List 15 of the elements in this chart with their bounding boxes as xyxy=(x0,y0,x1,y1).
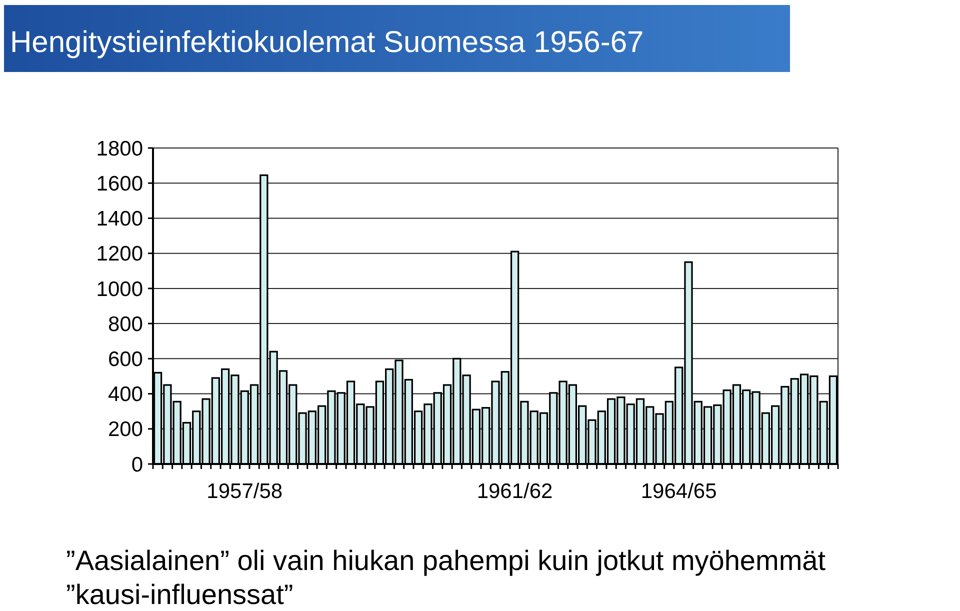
y-tick-label: 1800 xyxy=(96,137,143,160)
y-tick-label: 0 xyxy=(131,453,143,476)
x-tick-label: 1957/58 xyxy=(206,480,283,503)
y-tick-label: 1600 xyxy=(96,172,143,196)
y-tick-label: 400 xyxy=(108,383,143,406)
y-tick-label: 1200 xyxy=(96,242,143,266)
y-tick-label: 1000 xyxy=(96,278,143,301)
text: ”Aasialainen” oli vain hiukan pahempi kuin jotkut myöhemmät ”kausi-influenssat” xyxy=(66,545,826,610)
y-tick-label: 1400 xyxy=(96,208,143,231)
x-tick-label: 1964/65 xyxy=(640,480,717,503)
y-tick-label: 600 xyxy=(108,348,143,372)
x-tick-label: 1961/62 xyxy=(476,480,553,503)
y-tick-label: 200 xyxy=(108,418,143,442)
y-tick-label: 800 xyxy=(108,312,143,336)
chart-title: Hengitystieinfektiokuolemat Suomessa 1956-67 xyxy=(10,26,644,59)
